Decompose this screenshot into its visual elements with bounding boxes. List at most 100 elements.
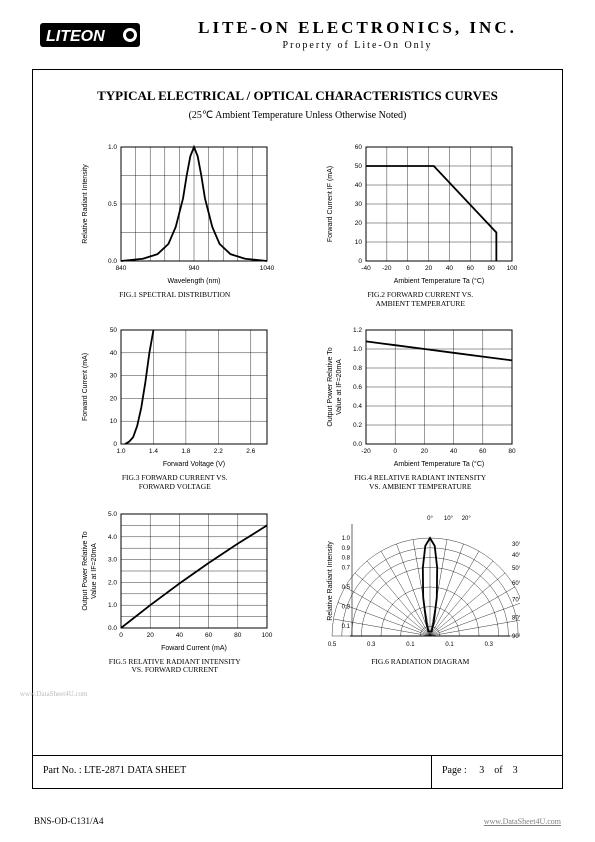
svg-text:20: 20 — [146, 632, 154, 639]
svg-text:0.5: 0.5 — [328, 642, 337, 648]
svg-text:1.8: 1.8 — [181, 448, 190, 455]
svg-text:Value at IF=20mA: Value at IF=20mA — [336, 359, 343, 415]
svg-text:0: 0 — [119, 632, 123, 639]
property-line: Property of Lite-On Only — [160, 40, 555, 51]
svg-text:0.0: 0.0 — [108, 625, 117, 632]
page-total: 3 — [513, 765, 518, 776]
fig4-chart: -200204060800.00.20.40.60.81.01.2Ambient… — [320, 322, 520, 472]
svg-text:1.0: 1.0 — [342, 536, 351, 542]
fig2-chart: -40-200204060801000102030405060Ambient T… — [320, 139, 520, 289]
svg-text:840: 840 — [115, 265, 126, 272]
svg-text:60°: 60° — [512, 581, 520, 587]
svg-text:0: 0 — [113, 441, 117, 448]
svg-text:100: 100 — [261, 632, 272, 639]
section-title: TYPICAL ELECTRICAL / OPTICAL CHARACTERIS… — [57, 88, 538, 104]
svg-text:2.0: 2.0 — [108, 579, 117, 586]
fig5-chart: 0204060801000.01.02.03.04.05.0Foward Cur… — [75, 506, 275, 656]
fig2-cell: -40-200204060801000102030405060Ambient T… — [313, 139, 529, 308]
svg-text:1.0: 1.0 — [108, 144, 117, 151]
svg-text:50: 50 — [110, 327, 118, 334]
svg-text:Output Power Relative To: Output Power Relative To — [82, 531, 89, 610]
svg-text:0.1: 0.1 — [446, 642, 455, 648]
svg-text:100: 100 — [507, 265, 518, 272]
svg-text:0: 0 — [394, 448, 398, 455]
svg-text:1.0: 1.0 — [108, 602, 117, 609]
svg-text:Forward Voltage (V): Forward Voltage (V) — [163, 461, 225, 468]
svg-text:10: 10 — [355, 239, 363, 246]
svg-text:0: 0 — [359, 258, 363, 265]
footer-row: Part No. : LTE-2871 DATA SHEET Page : 3 … — [33, 756, 562, 789]
svg-text:1.4: 1.4 — [149, 448, 158, 455]
svg-text:3.0: 3.0 — [108, 556, 117, 563]
page-label: Page : — [442, 765, 467, 776]
svg-text:1.0: 1.0 — [353, 346, 362, 353]
logo-text: LITEON — [46, 28, 105, 45]
svg-text:Wavelength (nm): Wavelength (nm) — [167, 278, 220, 285]
svg-text:Ambient Temperature Ta (°C): Ambient Temperature Ta (°C) — [394, 460, 484, 468]
fig3-chart: 1.01.41.82.22.601020304050Forward Voltag… — [75, 322, 275, 472]
svg-text:30: 30 — [355, 201, 363, 208]
svg-text:20°: 20° — [462, 516, 472, 522]
svg-text:80°: 80° — [512, 615, 520, 621]
svg-text:Relative Radiant Intensity: Relative Radiant Intensity — [327, 540, 334, 620]
svg-text:40: 40 — [446, 265, 454, 272]
svg-text:60: 60 — [479, 448, 487, 455]
svg-text:2.2: 2.2 — [214, 448, 223, 455]
svg-text:30°: 30° — [512, 542, 520, 548]
svg-text:-20: -20 — [382, 265, 392, 272]
svg-text:10: 10 — [110, 418, 118, 425]
svg-text:80: 80 — [234, 632, 242, 639]
svg-text:0.8: 0.8 — [342, 555, 351, 561]
page-header: LITEON LITE-ON ELECTRONICS, INC. Propert… — [0, 0, 595, 59]
fig6-chart: Relative Radiant Intensity 1.0 0.9 0.8 0.7 0.… — [320, 506, 520, 656]
svg-text:40: 40 — [110, 350, 118, 357]
svg-text:0.7: 0.7 — [342, 565, 351, 571]
svg-text:40: 40 — [450, 448, 458, 455]
svg-text:0.0: 0.0 — [108, 258, 117, 265]
svg-text:0°: 0° — [427, 516, 433, 522]
svg-text:4.0: 4.0 — [108, 533, 117, 540]
doc-code: BNS-OD-C131/A4 — [34, 816, 104, 826]
svg-text:Forward Current IF (mA): Forward Current IF (mA) — [327, 166, 334, 242]
svg-text:0.0: 0.0 — [353, 441, 362, 448]
company-name: LITE-ON ELECTRONICS, INC. — [160, 18, 555, 38]
part-number: Part No. : LTE-2871 DATA SHEET — [33, 756, 432, 789]
fig3-caption: FIG.3 FORWARD CURRENT VS.FORWARD VOLTAGE — [67, 474, 283, 491]
svg-text:0.5: 0.5 — [342, 585, 351, 591]
svg-text:40: 40 — [355, 182, 363, 189]
fig4-caption: FIG.4 RELATIVE RADIANT INTENSITYVS. AMBI… — [313, 474, 529, 491]
svg-text:40: 40 — [176, 632, 184, 639]
svg-text:0.6: 0.6 — [353, 384, 362, 391]
svg-text:0.9: 0.9 — [342, 545, 351, 551]
fig1-cell: 84094010400.00.51.0Wavelength (nm)Relati… — [67, 139, 283, 308]
svg-text:0.4: 0.4 — [353, 403, 362, 410]
svg-text:Foward Current (mA): Foward Current (mA) — [161, 645, 227, 652]
main-frame: TYPICAL ELECTRICAL / OPTICAL CHARACTERIS… — [32, 69, 563, 789]
svg-text:0.2: 0.2 — [353, 422, 362, 429]
svg-text:Relative Radiant Intensity: Relative Radiant Intensity — [82, 164, 89, 244]
svg-text:70°: 70° — [512, 597, 520, 603]
svg-text:1.2: 1.2 — [353, 327, 362, 334]
fig4-cell: -200204060800.00.20.40.60.81.01.2Ambient… — [313, 322, 529, 491]
svg-text:1040: 1040 — [260, 265, 275, 272]
svg-text:-40: -40 — [362, 265, 372, 272]
svg-text:Forward Current (mA): Forward Current (mA) — [82, 353, 89, 421]
svg-text:30: 30 — [110, 373, 118, 380]
fig6-cell: Relative Radiant Intensity 1.0 0.9 0.8 0.7 0.… — [313, 506, 529, 675]
svg-text:940: 940 — [188, 265, 199, 272]
page-num: 3 — [479, 765, 484, 776]
svg-text:60: 60 — [355, 144, 363, 151]
svg-text:0.8: 0.8 — [353, 365, 362, 372]
svg-text:60: 60 — [205, 632, 213, 639]
svg-text:Value at IF=20mA: Value at IF=20mA — [91, 542, 98, 598]
fig1-caption: FIG.1 SPECTRAL DISTRIBUTION — [67, 291, 283, 300]
svg-text:0.1: 0.1 — [342, 624, 351, 630]
svg-text:80: 80 — [509, 448, 517, 455]
svg-text:50: 50 — [355, 163, 363, 170]
svg-text:90°: 90° — [512, 634, 520, 640]
svg-text:80: 80 — [488, 265, 496, 272]
svg-text:1.0: 1.0 — [116, 448, 125, 455]
fig3-cell: 1.01.41.82.22.601020304050Forward Voltag… — [67, 322, 283, 491]
svg-text:10°: 10° — [444, 516, 454, 522]
page-of: of — [494, 765, 502, 776]
